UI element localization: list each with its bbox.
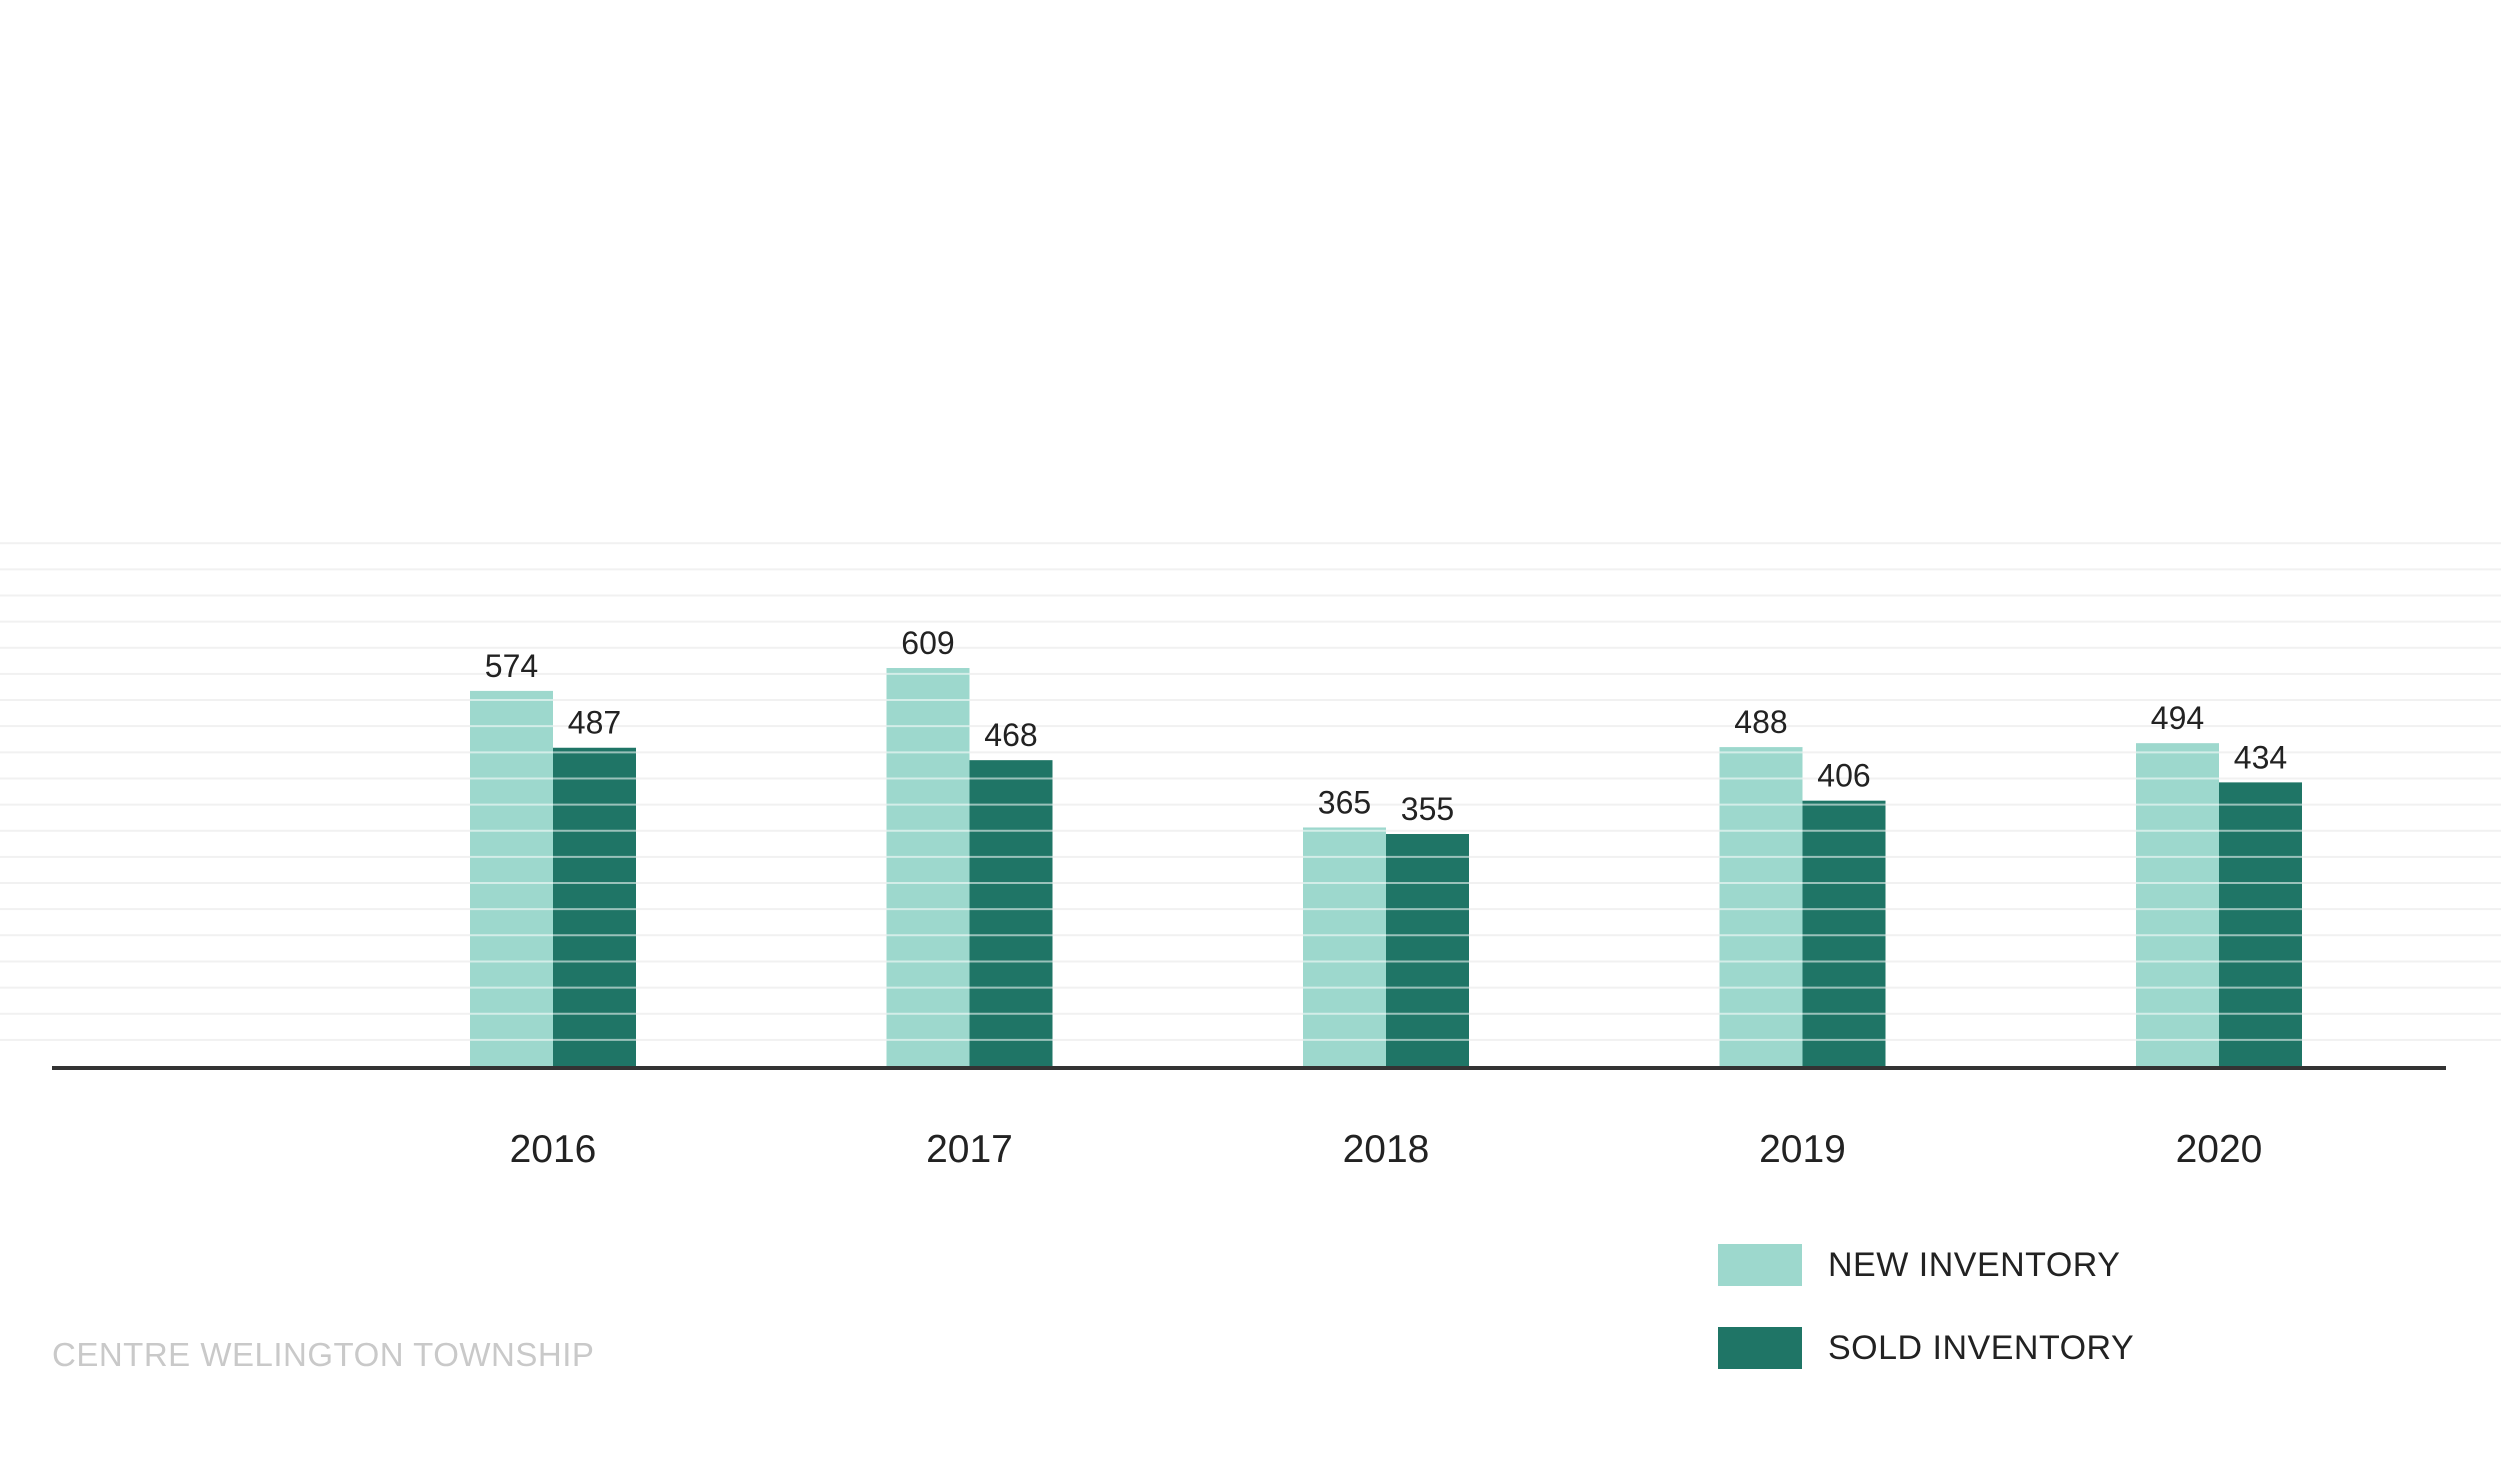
legend-swatch-sold-inventory [1718, 1327, 1802, 1369]
value-label-sold-inventory-2020: 434 [2234, 739, 2287, 775]
value-label-sold-inventory-2016: 487 [568, 705, 621, 741]
value-label-new-inventory-2018: 365 [1318, 784, 1371, 820]
x-tick-label-2016: 2016 [510, 1128, 597, 1171]
bar-sold-inventory-2017 [969, 760, 1053, 1066]
x-tick-labels: 2016 2017 2018 2019 2020 [510, 1128, 2263, 1171]
legend-label-new-inventory: NEW INVENTORY [1828, 1245, 2121, 1284]
legend-item-new-inventory: NEW INVENTORY [1718, 1244, 2134, 1286]
bar-new-inventory-2017 [886, 668, 970, 1066]
bar-sold-inventory-2018 [1386, 834, 1469, 1066]
value-labels: 574 487 609 468 365 355 488 406 494 434 [485, 625, 2287, 827]
value-label-sold-inventory-2018: 355 [1401, 791, 1454, 827]
legend-item-sold-inventory: SOLD INVENTORY [1718, 1327, 2134, 1369]
bar-sold-inventory-2016 [553, 747, 636, 1066]
legend-swatch-new-inventory [1718, 1244, 1802, 1286]
bar-new-inventory-2018 [1303, 827, 1386, 1066]
value-label-new-inventory-2017: 609 [901, 625, 954, 661]
legend: NEW INVENTORY SOLD INVENTORY [1718, 1244, 2134, 1410]
value-label-new-inventory-2019: 488 [1734, 704, 1787, 740]
value-label-new-inventory-2016: 574 [485, 648, 538, 684]
value-label-new-inventory-2020: 494 [2151, 700, 2204, 736]
gridlines [0, 542, 2501, 1041]
x-tick-label-2020: 2020 [2176, 1128, 2263, 1171]
x-tick-label-2017: 2017 [926, 1128, 1013, 1171]
bar-overlay-lines [470, 672, 2302, 1041]
bar-sold-inventory-2020 [2219, 782, 2302, 1066]
value-label-sold-inventory-2019: 406 [1817, 758, 1870, 794]
bars [470, 668, 2302, 1066]
bar-new-inventory-2019 [1719, 747, 1803, 1066]
x-tick-label-2019: 2019 [1759, 1128, 1846, 1171]
footer-caption: CENTRE WELINGTON TOWNSHIP [52, 1336, 595, 1373]
bar-sold-inventory-2019 [1802, 800, 1886, 1066]
x-tick-label-2018: 2018 [1343, 1128, 1430, 1171]
bar-new-inventory-2016 [470, 690, 553, 1066]
bar-new-inventory-2020 [2136, 743, 2219, 1066]
legend-label-sold-inventory: SOLD INVENTORY [1828, 1328, 2135, 1367]
value-label-sold-inventory-2017: 468 [984, 717, 1037, 753]
